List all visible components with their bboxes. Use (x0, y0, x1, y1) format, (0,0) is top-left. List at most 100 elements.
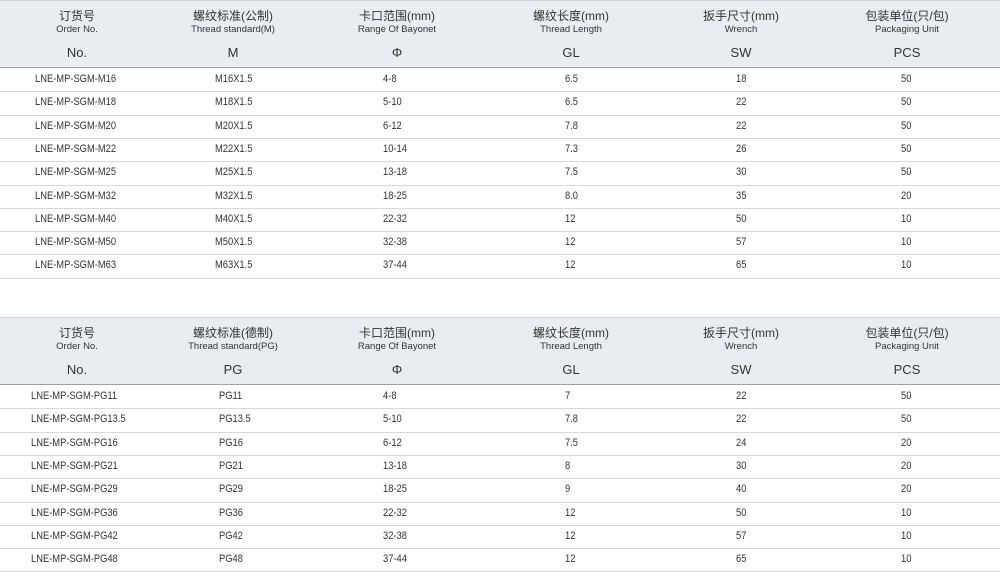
table-cell: 37-44 (383, 259, 407, 272)
header-symbol: Φ (391, 45, 403, 60)
table-cell: LNE-MP-SGM-PG13.5 (31, 413, 126, 426)
table-cell: 57 (736, 236, 747, 249)
table-cell: 6-12 (383, 436, 402, 449)
table-cell: 22 (736, 390, 747, 402)
row-divider (0, 277, 1000, 279)
table-cell: 32-38 (383, 236, 407, 249)
header-en: Wrench (724, 341, 758, 352)
header-zh: 卡口范围(mm) (359, 326, 435, 340)
header-zh: 订货号 (58, 9, 96, 23)
table-cell: 30 (736, 166, 747, 179)
header-zh: 卡口范围(mm) (359, 9, 435, 23)
table-header (0, 317, 1000, 385)
header-en: Order No. (56, 24, 98, 35)
table-cell: 22 (736, 96, 747, 109)
table-cell: 65 (736, 259, 747, 272)
table-cell: 10 (901, 553, 912, 566)
header-zh: 螺纹长度(mm) (533, 9, 609, 23)
table-cell: M22X1.5 (215, 142, 253, 155)
header-zh: 包装单位(只/包) (865, 9, 949, 23)
table-cell: M63X1.5 (215, 259, 253, 272)
row-divider (0, 91, 1000, 93)
row-divider (0, 431, 1000, 433)
row-divider (0, 501, 1000, 503)
row-divider (0, 254, 1000, 256)
table-cell: LNE-MP-SGM-M25 (35, 166, 117, 179)
table-cell: M20X1.5 (215, 119, 253, 132)
header-symbol: GL (562, 45, 580, 60)
table-cell: LNE-MP-SGM-PG42 (31, 529, 118, 542)
table-cell: 12 (565, 259, 576, 272)
table-cell: PG42 (219, 529, 243, 542)
row-divider (0, 478, 1000, 480)
table-cell: 12 (565, 553, 576, 566)
row-divider (0, 161, 1000, 163)
table-cell: 40 (736, 483, 747, 496)
row-divider (0, 548, 1000, 550)
header-zh: 螺纹标准(公制) (193, 9, 273, 23)
table-cell: 22-32 (383, 506, 407, 519)
table-cell: LNE-MP-SGM-PG16 (31, 436, 118, 449)
table-cell: PG16 (219, 436, 243, 449)
table-cell: 8.0 (565, 189, 579, 202)
header-en: Thread standard(PG) (188, 341, 278, 352)
table-cell: 6.5 (565, 96, 579, 109)
table-cell: 22-32 (383, 212, 407, 225)
header-symbol: PG (223, 362, 243, 377)
table-cell: M50X1.5 (215, 236, 253, 249)
row-divider (0, 231, 1000, 233)
table-cell: 22 (736, 413, 747, 426)
table-cell: 50 (901, 142, 912, 155)
row-divider (0, 184, 1000, 186)
header-zh: 包装单位(只/包) (865, 326, 949, 340)
table-cell: LNE-MP-SGM-PG21 (31, 459, 118, 472)
table-cell: 50 (901, 166, 912, 179)
table-cell: PG11 (219, 390, 243, 402)
table-cell: PG48 (219, 553, 243, 566)
table-cell: 50 (736, 506, 747, 519)
table-cell: 10 (901, 506, 912, 519)
table-cell: PG13.5 (219, 413, 251, 426)
table-cell: 50 (901, 73, 912, 85)
header-en: Order No. (56, 341, 98, 352)
table-cell: 13-18 (383, 166, 407, 179)
header-zh: 螺纹标准(德制) (193, 326, 273, 340)
table-cell: 20 (901, 436, 912, 449)
row-divider (0, 137, 1000, 139)
table-cell: PG29 (219, 483, 243, 496)
table-cell: 10 (901, 259, 912, 272)
header-symbol: PCS (893, 45, 921, 60)
table-cell: 7.8 (565, 413, 579, 426)
header-symbol: M (227, 45, 239, 60)
header-en: Thread standard(M) (191, 24, 275, 35)
table-cell: 24 (736, 436, 747, 449)
header-symbol: No. (66, 362, 88, 377)
table-cell: M25X1.5 (215, 166, 253, 179)
table-cell: 65 (736, 553, 747, 566)
table-cell: 12 (565, 506, 576, 519)
table-cell: 10 (901, 236, 912, 249)
table-cell: 7 (565, 390, 571, 402)
table-cell: M16X1.5 (215, 73, 253, 85)
table-cell: 13-18 (383, 459, 407, 472)
header-symbol: Φ (391, 362, 403, 377)
table-cell: 10 (901, 212, 912, 225)
table-cell: LNE-MP-SGM-PG11 (31, 390, 118, 402)
table-cell: LNE-MP-SGM-M50 (35, 236, 117, 249)
table-cell: 50 (901, 119, 912, 132)
table-cell: 18-25 (383, 483, 407, 496)
row-divider (0, 454, 1000, 456)
header-en: Thread Length (540, 341, 602, 352)
table-cell: 5-10 (383, 96, 402, 109)
header-symbol: PCS (893, 362, 921, 377)
table-cell: 9 (565, 483, 571, 496)
table-header (0, 0, 1000, 68)
header-en: Range Of Bayonet (357, 341, 437, 352)
table-cell: 6-12 (383, 119, 402, 132)
table-cell: 7.5 (565, 436, 579, 449)
table-cell: 57 (736, 529, 747, 542)
table-cell: 35 (736, 189, 747, 202)
table-cell: M32X1.5 (215, 189, 253, 202)
table-cell: LNE-MP-SGM-M18 (35, 96, 117, 109)
